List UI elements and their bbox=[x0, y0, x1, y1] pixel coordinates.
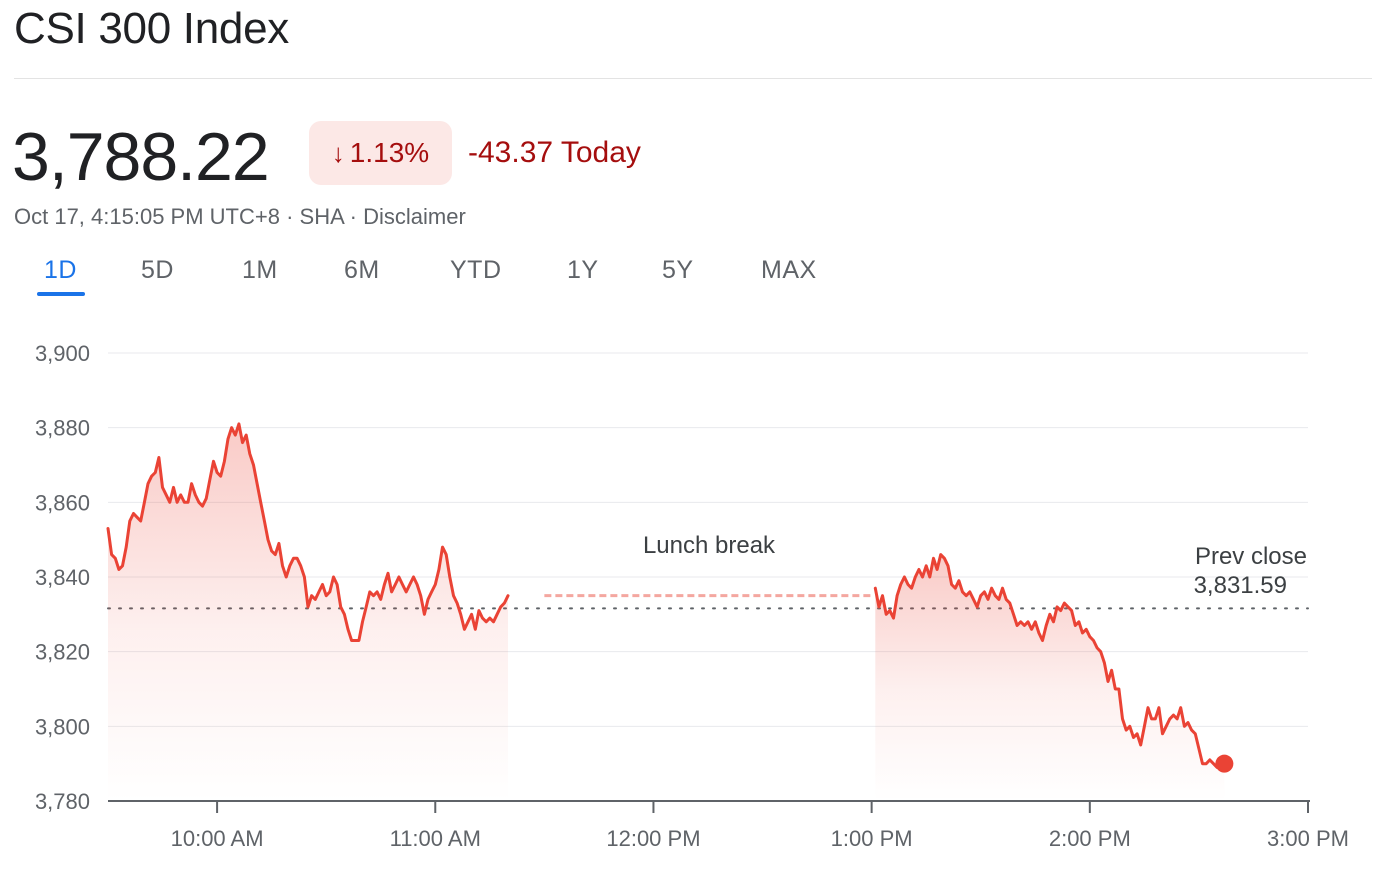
x-tick-label: 2:00 PM bbox=[1049, 826, 1131, 851]
x-tick-label: 10:00 AM bbox=[171, 826, 264, 851]
x-tick-label: 11:00 AM bbox=[390, 826, 481, 851]
series-area-morning bbox=[108, 423, 508, 801]
prev-close-label: Prev close bbox=[1195, 543, 1307, 570]
change-percent: 1.13% bbox=[349, 137, 430, 168]
disclaimer-link[interactable]: Disclaimer bbox=[363, 204, 466, 229]
range-tabs: 1D 5D 1M 6M YTD 1Y 5Y MAX bbox=[0, 252, 900, 302]
current-price: 3,788.22 bbox=[12, 119, 270, 195]
meta-separator: · bbox=[343, 204, 364, 229]
series-area-afternoon bbox=[875, 554, 1225, 801]
tab-1m[interactable]: 1M bbox=[242, 256, 278, 284]
lunch-break-label: Lunch break bbox=[643, 532, 776, 559]
y-tick-label: 3,880 bbox=[35, 416, 90, 441]
y-tick-label: 3,840 bbox=[35, 565, 90, 590]
tab-ytd[interactable]: YTD bbox=[450, 256, 502, 284]
x-tick-label: 1:00 PM bbox=[831, 826, 913, 851]
page-title: CSI 300 Index bbox=[14, 4, 289, 53]
quote-timestamp: Oct 17, 4:15:05 PM UTC+8 bbox=[14, 204, 280, 229]
last-price-dot bbox=[1215, 754, 1234, 773]
y-tick-label: 3,780 bbox=[35, 789, 90, 814]
y-tick-label: 3,820 bbox=[35, 640, 90, 665]
change-today: -43.37 Today bbox=[468, 136, 641, 169]
tab-5d[interactable]: 5D bbox=[141, 256, 174, 284]
header-divider bbox=[14, 78, 1372, 79]
y-tick-label: 3,800 bbox=[35, 714, 90, 739]
exchange-label: SHA bbox=[299, 204, 344, 229]
series-line-morning bbox=[106, 422, 510, 642]
tab-5y[interactable]: 5Y bbox=[662, 256, 694, 284]
tab-max[interactable]: MAX bbox=[761, 256, 817, 284]
tab-1d[interactable]: 1D bbox=[44, 256, 77, 284]
x-tick-label: 3:00 PM bbox=[1267, 826, 1349, 851]
arrow-down-icon: ↓ bbox=[331, 138, 345, 168]
tab-1y[interactable]: 1Y bbox=[567, 256, 599, 284]
meta-separator: · bbox=[279, 204, 300, 229]
active-tab-indicator bbox=[37, 292, 85, 296]
tab-6m[interactable]: 6M bbox=[344, 256, 380, 284]
x-tick-label: 12:00 PM bbox=[606, 826, 700, 851]
prev-close-value: 3,831.59 bbox=[1194, 572, 1287, 599]
y-tick-label: 3,900 bbox=[35, 341, 90, 366]
change-percent-badge: ↓ 1.13% bbox=[309, 121, 452, 185]
y-tick-label: 3,860 bbox=[35, 490, 90, 515]
quote-meta: Oct 17, 4:15:05 PM UTC+8 · SHA · Disclai… bbox=[14, 204, 466, 230]
series-line-afternoon bbox=[873, 553, 1226, 769]
